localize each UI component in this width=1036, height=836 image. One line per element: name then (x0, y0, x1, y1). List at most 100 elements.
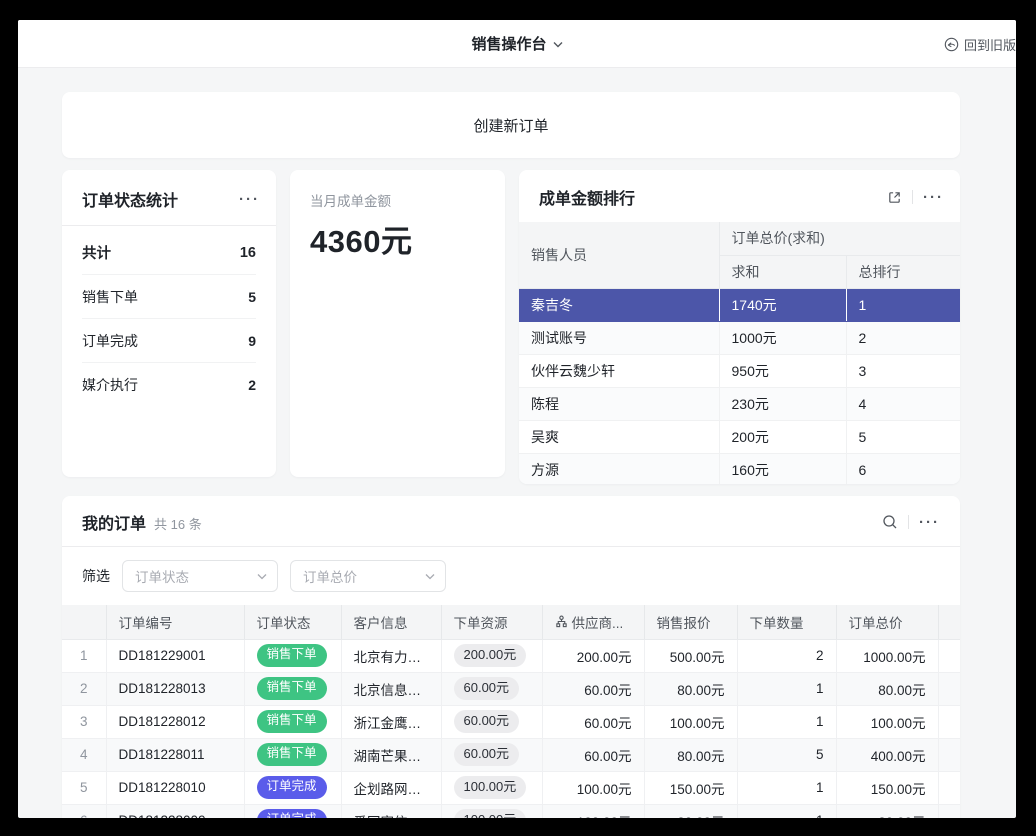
top-bar: 销售操作台 回到旧版 (18, 20, 1016, 68)
client-info: 爱国家信息... (341, 804, 442, 818)
order-no: DD181228013 (106, 672, 245, 706)
supplier-price: 60.00元 (542, 705, 645, 739)
chevron-down-icon (553, 42, 562, 48)
ranking-row[interactable]: 方源 160元 6 (519, 453, 960, 484)
order-row[interactable]: 2 DD181228013 销售下单 北京信息大... 60.00元 60.00… (62, 672, 960, 706)
client-info: 北京信息大... (341, 672, 442, 706)
filter-order-price-select[interactable]: 订单总价 (290, 560, 446, 592)
filter-label: 筛选 (82, 568, 110, 584)
rank-person: 伙伴云魏少轩 (519, 354, 720, 388)
ranking-row[interactable]: 测试账号 1000元 2 (519, 321, 960, 355)
more-menu-icon[interactable]: ··· (923, 188, 944, 206)
col-total[interactable]: 订单总价 (836, 605, 939, 640)
sales-quote: 80.00元 (644, 738, 738, 772)
rank-person: 秦吉冬 (519, 288, 720, 322)
filter-order-status-select[interactable]: 订单状态 (122, 560, 278, 592)
col-supplier[interactable]: 供应商... (542, 605, 645, 640)
order-no: DD181228011 (106, 738, 245, 772)
rank-col-group[interactable]: 订单总价(求和) (718, 222, 960, 256)
sales-quote: 80.00元 (644, 804, 738, 818)
dashboard-content: 创建新订单 订单状态统计 ··· 共计 16 销售下单 5 (18, 68, 1016, 818)
chevron-down-icon (425, 573, 435, 579)
resource-tag: 60.00元 (453, 742, 520, 767)
divider (62, 225, 276, 226)
ranking-row[interactable]: 伙伴云魏少轩 950元 3 (519, 354, 960, 388)
rank-col-person[interactable]: 销售人员 (519, 222, 720, 289)
status-row: 媒介执行 2 (82, 363, 256, 406)
spare-cell (938, 738, 960, 772)
more-menu-icon[interactable]: ··· (919, 513, 940, 531)
rank-person: 测试账号 (519, 321, 720, 355)
ranking-card: 成单金额排行 ··· 销售人员 订单总价(求和) (519, 170, 960, 484)
col-client[interactable]: 客户信息 (341, 605, 442, 640)
org-chart-icon (555, 615, 567, 628)
more-menu-icon[interactable]: ··· (239, 190, 260, 208)
status-label: 订单完成 (82, 333, 138, 349)
back-to-old-version-link[interactable]: 回到旧版 (944, 20, 1016, 68)
ranking-row[interactable]: 吴爽 200元 5 (519, 420, 960, 454)
client-info: 北京有力量... (341, 639, 442, 673)
col-quote[interactable]: 销售报价 (644, 605, 738, 640)
order-no: DD181229001 (106, 639, 245, 673)
order-row[interactable]: 1 DD181229001 销售下单 北京有力量... 200.00元 200.… (62, 639, 960, 673)
stat-cards-row: 订单状态统计 ··· 共计 16 销售下单 5 订单完成 9 (62, 170, 960, 484)
row-number: 2 (62, 672, 107, 706)
order-row[interactable]: 4 DD181228011 销售下单 湖南芒果娱... 60.00元 60.00… (62, 738, 960, 772)
order-quantity: 1 (737, 672, 837, 706)
rank-rank: 3 (846, 354, 960, 388)
rank-rank: 1 (846, 288, 960, 322)
back-link-label: 回到旧版 (963, 37, 1016, 53)
spare-cell (938, 771, 960, 805)
rank-rank: 4 (846, 387, 960, 421)
order-total: 80.00元 (836, 804, 939, 818)
rank-rank: 2 (846, 321, 960, 355)
spare-cell (938, 705, 960, 739)
col-resource[interactable]: 下单资源 (441, 605, 543, 640)
orders-header-row: 订单编号 订单状态 客户信息 下单资源 供应商... 销售报价 下单数量 订单 (62, 605, 960, 640)
rank-col-rank[interactable]: 总排行 (845, 255, 960, 289)
col-spare (938, 605, 960, 640)
order-quantity: 1 (737, 771, 837, 805)
open-in-new-icon[interactable] (887, 190, 902, 205)
app-window: 销售操作台 回到旧版 创建新订单 订单状态统计 ··· 共计 (18, 20, 1016, 818)
sales-quote: 150.00元 (644, 771, 738, 805)
spare-cell (938, 804, 960, 818)
ranking-card-title: 成单金额排行 (539, 191, 636, 208)
resource-tag: 200.00元 (453, 643, 527, 668)
col-quantity[interactable]: 下单数量 (737, 605, 837, 640)
revert-icon (944, 37, 959, 51)
ranking-row-selected[interactable]: 秦吉冬 1740元 1 (519, 288, 960, 322)
rank-sum: 1000元 (719, 321, 847, 355)
order-status-stats-card: 订单状态统计 ··· 共计 16 销售下单 5 订单完成 9 (62, 170, 276, 477)
status-badge: 销售下单 (256, 644, 327, 667)
order-row[interactable]: 6 DD181228009 订单完成 爱国家信息... 100.00元 100.… (62, 804, 960, 818)
sales-quote: 80.00元 (644, 672, 738, 706)
search-icon[interactable] (882, 514, 898, 530)
status-label: 媒介执行 (82, 377, 138, 393)
amount-value: 4360元 (310, 224, 413, 259)
col-order-no[interactable]: 订单编号 (106, 605, 245, 640)
app-title-dropdown[interactable]: 销售操作台 (471, 33, 562, 54)
client-info: 浙江金鹰卡... (341, 705, 442, 739)
order-quantity: 1 (737, 804, 837, 818)
rank-sum: 1740元 (719, 288, 847, 322)
order-total: 150.00元 (836, 771, 939, 805)
filter-status-placeholder: 订单状态 (135, 570, 189, 585)
row-number: 4 (62, 738, 107, 772)
col-supplier-label: 供应商... (571, 615, 624, 631)
supplier-price: 200.00元 (542, 639, 645, 673)
resource-tag: 100.00元 (453, 775, 527, 800)
status-badge: 订单完成 (256, 809, 327, 818)
order-row[interactable]: 3 DD181228012 销售下单 浙江金鹰卡... 60.00元 60.00… (62, 705, 960, 739)
create-order-button[interactable]: 创建新订单 (62, 92, 960, 158)
ranking-row[interactable]: 陈程 230元 4 (519, 387, 960, 421)
orders-count: 共 16 条 (154, 517, 202, 532)
divider (912, 190, 913, 204)
status-value: 16 (239, 244, 256, 261)
order-no: DD181228012 (106, 705, 245, 739)
rank-col-sum[interactable]: 求和 (719, 255, 847, 289)
order-row[interactable]: 5 DD181228010 订单完成 企划路网络... 100.00元 100.… (62, 771, 960, 805)
rank-person: 吴爽 (519, 420, 720, 454)
chevron-down-icon (257, 573, 267, 579)
col-order-status[interactable]: 订单状态 (244, 605, 342, 640)
